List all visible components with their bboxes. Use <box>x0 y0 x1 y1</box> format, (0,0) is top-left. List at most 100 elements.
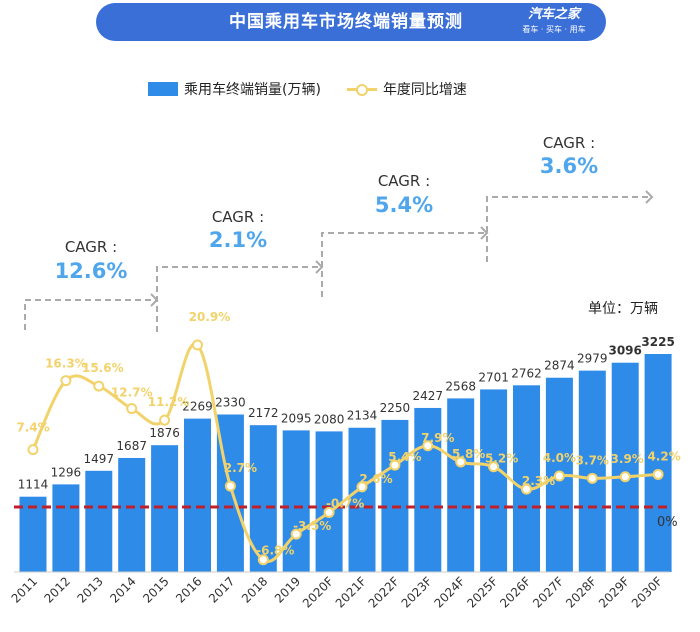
cagr-value-2: 2.1% <box>209 228 267 252</box>
growth-label-2018: -6.8% <box>256 544 294 558</box>
bar-2030F <box>644 354 672 572</box>
growth-point-2021F <box>356 481 368 493</box>
bar-2026F <box>513 385 540 572</box>
bar-value-label-2013: 1497 <box>84 452 115 466</box>
legend-item-sales: 乘用车终端销量(万辆) <box>148 79 321 99</box>
growth-label-2030F: 4.2% <box>647 449 680 463</box>
x-tick-label-2017: 2017 <box>206 574 237 605</box>
growth-label-2019: -3.5% <box>293 519 331 533</box>
bar-value-label-2018: 2172 <box>248 406 279 420</box>
cagr-label-4: CAGR : <box>543 134 595 152</box>
bar-value-label-2023F: 2427 <box>413 389 444 403</box>
x-tick-label-2028F: 2028F <box>563 574 599 610</box>
growth-label-2027F: 4.0% <box>543 451 576 465</box>
legend-label-growth: 年度同比增速 <box>382 82 467 98</box>
growth-label-2028F: 3.7% <box>576 453 609 467</box>
x-tick-label-2027F: 2027F <box>530 574 566 610</box>
x-tick-label-2029F: 2029F <box>596 574 632 610</box>
bar-value-label-2025F: 2701 <box>478 370 509 384</box>
cagr-arrow-2 <box>156 266 322 332</box>
legend-bar-swatch <box>148 82 178 96</box>
x-tick-label-2021F: 2021F <box>333 574 369 610</box>
growth-point-2027F <box>553 470 565 482</box>
autohome-logo: 汽车之家 看车 · 买车 · 用车 <box>514 6 594 36</box>
bar-value-label-2022F: 2250 <box>380 401 411 415</box>
x-tick-label-2016: 2016 <box>173 574 204 605</box>
bar-value-label-2026F: 2762 <box>511 366 542 380</box>
chart-title: 中国乘用车市场终端销量预测 <box>229 12 463 32</box>
bar-2015 <box>151 445 179 572</box>
growth-label-2012: 16.3% <box>45 357 87 371</box>
cagr-arrowhead-4 <box>645 190 654 204</box>
cagr-value-4: 3.6% <box>540 154 598 178</box>
growth-label-2022F: 5.4% <box>388 450 421 464</box>
growth-point-2030F <box>652 468 664 480</box>
growth-point-2011 <box>27 444 39 456</box>
x-tick-label-2018: 2018 <box>239 574 270 605</box>
bar-2014 <box>118 457 146 572</box>
growth-label-2024F: 5.8% <box>452 447 485 461</box>
growth-label-2025F: 5.2% <box>485 452 518 466</box>
x-tick-label-2025F: 2025F <box>464 574 500 610</box>
legend: 乘用车终端销量(万辆) 年度同比增速 <box>148 78 493 100</box>
legend-label-sales: 乘用车终端销量(万辆) <box>184 82 321 98</box>
growth-label-2026F: 2.3% <box>522 474 555 488</box>
bar-value-label-2028F: 2979 <box>577 352 608 366</box>
legend-item-growth: 年度同比增速 <box>346 79 467 99</box>
cagr-label-1: CAGR : <box>65 238 117 256</box>
growth-point-2012 <box>60 375 72 387</box>
bar-2016 <box>184 418 211 572</box>
growth-label-2014: 12.7% <box>111 386 153 400</box>
growth-label-2020F: -0.7% <box>326 496 364 510</box>
logo-sub-text: 看车 · 买车 · 用车 <box>522 25 586 34</box>
x-tick-label-2014: 2014 <box>107 574 138 605</box>
bar-value-label-2029F: 3096 <box>608 344 641 358</box>
growth-label-2016: 20.9% <box>189 310 231 324</box>
x-tick-label-2011: 2011 <box>9 574 40 605</box>
bar-value-label-2012: 1296 <box>51 465 82 479</box>
cagr-label-2: CAGR : <box>212 208 264 226</box>
bar-2019 <box>282 430 310 572</box>
growth-point-2015 <box>159 414 171 426</box>
unit-label: 单位：万辆 <box>588 301 658 317</box>
growth-point-2023F <box>422 440 434 452</box>
bar-value-label-2024F: 2568 <box>445 379 476 393</box>
bar-value-label-2011: 1114 <box>18 478 49 492</box>
x-tick-label-2024F: 2024F <box>431 574 467 610</box>
bar-value-label-2015: 1876 <box>149 426 180 440</box>
bar-value-label-2016: 2269 <box>182 400 213 414</box>
x-tick-label-2023F: 2023F <box>399 574 435 610</box>
x-tick-label-2030F: 2030F <box>629 574 665 610</box>
zero-label: 0% <box>657 515 678 530</box>
cagr-value-1: 12.6% <box>55 259 128 283</box>
growth-point-2019 <box>290 528 302 540</box>
logo-main-text: 汽车之家 <box>527 7 580 22</box>
growth-point-2017 <box>224 480 236 492</box>
bar-value-label-2021F: 2134 <box>347 409 378 423</box>
cagr-arrow-1 <box>24 299 157 330</box>
x-tick-label-2012: 2012 <box>42 574 73 605</box>
growth-point-2016 <box>192 339 203 351</box>
x-tick-label-2026F: 2026F <box>497 574 533 610</box>
growth-point-2013 <box>93 380 105 392</box>
cagr-value-3: 5.4% <box>375 193 433 217</box>
cagr-arrow-4 <box>486 196 652 262</box>
bar-2023F <box>414 407 442 572</box>
cagr-arrow-3 <box>321 232 487 297</box>
bar-value-label-2014: 1687 <box>116 439 147 453</box>
cagr-arrowhead-3 <box>480 226 489 240</box>
bar-2024F <box>447 398 475 572</box>
growth-label-2015: 11.2% <box>148 395 190 409</box>
growth-point-2028F <box>586 472 598 484</box>
x-tick-label-2015: 2015 <box>140 574 171 605</box>
growth-point-2018 <box>257 554 269 566</box>
bar-value-label-2027F: 2874 <box>544 359 575 373</box>
title-banner: 中国乘用车市场终端销量预测 汽车之家 看车 · 买车 · 用车 <box>96 3 606 41</box>
growth-label-2023F: 7.9% <box>421 431 454 445</box>
growth-label-2029F: 3.9% <box>611 452 644 466</box>
bar-2021F <box>348 427 376 572</box>
bar-2020F <box>315 431 343 572</box>
bar-2022F <box>381 419 409 572</box>
bar-2013 <box>85 470 113 572</box>
